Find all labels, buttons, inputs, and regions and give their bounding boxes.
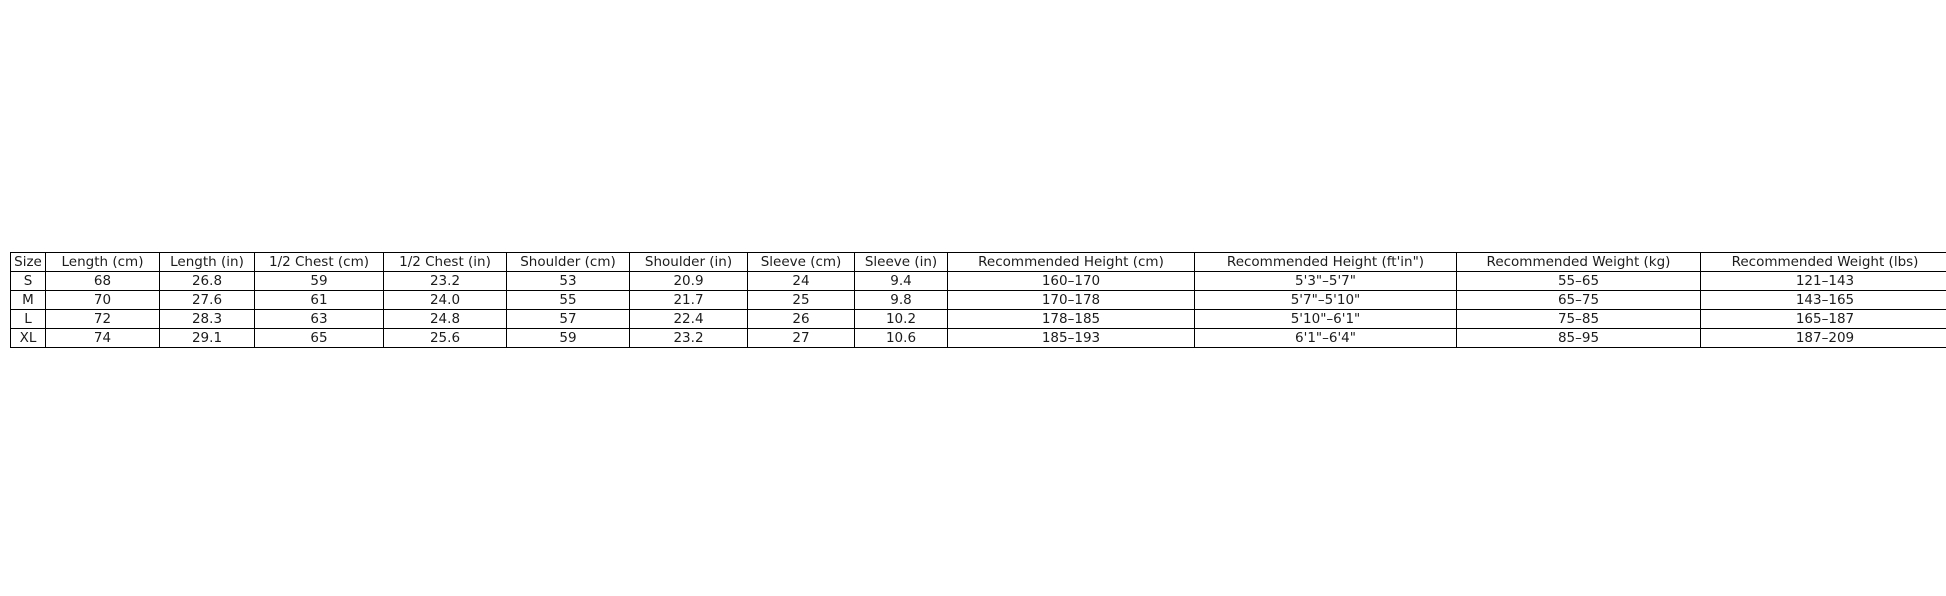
table-cell: 165–187 xyxy=(1700,309,1946,329)
table-cell: 57 xyxy=(506,309,630,329)
table-cell: 121–143 xyxy=(1700,271,1946,291)
column-header: 1/2 Chest (cm) xyxy=(254,252,384,272)
table-cell: 23.2 xyxy=(383,271,507,291)
column-header: Recommended Height (ft'in") xyxy=(1194,252,1457,272)
table-cell: 21.7 xyxy=(629,290,748,310)
table-cell: 53 xyxy=(506,271,630,291)
table-row: S 68 26.8 59 23.2 53 20.9 24 9.4 160–170 5'3"–5'7"… xyxy=(10,271,1946,291)
table-cell: 24.8 xyxy=(383,309,507,329)
column-header: Recommended Weight (kg) xyxy=(1456,252,1701,272)
table-cell: 10.2 xyxy=(854,309,948,329)
table-cell: XL xyxy=(10,328,46,348)
table-row: L 72 28.3 63 24.8 57 22.4 26 10.2 178–185 5'10"–6'… xyxy=(10,309,1946,329)
table-cell: 6'1"–6'4" xyxy=(1194,328,1457,348)
table-cell: 25.6 xyxy=(383,328,507,348)
table-cell: 25 xyxy=(747,290,855,310)
column-header: Length (cm) xyxy=(45,252,160,272)
table-cell: 20.9 xyxy=(629,271,748,291)
table-cell: 26.8 xyxy=(159,271,255,291)
table-cell: 28.3 xyxy=(159,309,255,329)
table-body: S 68 26.8 59 23.2 53 20.9 24 9.4 160–170 5'3"–5'7"… xyxy=(10,271,1946,348)
table-cell: 63 xyxy=(254,309,384,329)
table-cell: 74 xyxy=(45,328,160,348)
table-cell: 187–209 xyxy=(1700,328,1946,348)
table-cell: 27.6 xyxy=(159,290,255,310)
table-cell: 22.4 xyxy=(629,309,748,329)
size-chart-table: Size Length (cm) Length (in) 1/2 Chest (cm)… xyxy=(10,252,1946,348)
column-header: Size xyxy=(10,252,46,272)
table-head: Size Length (cm) Length (in) 1/2 Chest (cm)… xyxy=(10,252,1946,272)
table-cell: 85–95 xyxy=(1456,328,1701,348)
table-cell: L xyxy=(10,309,46,329)
column-header: Sleeve (cm) xyxy=(747,252,855,272)
table-cell: 9.8 xyxy=(854,290,948,310)
table-cell: 59 xyxy=(506,328,630,348)
table-cell: 72 xyxy=(45,309,160,329)
table-cell: 160–170 xyxy=(947,271,1195,291)
table-cell: M xyxy=(10,290,46,310)
table-cell: 185–193 xyxy=(947,328,1195,348)
table-cell: 5'7"–5'10" xyxy=(1194,290,1457,310)
table-cell: 143–165 xyxy=(1700,290,1946,310)
table-cell: 178–185 xyxy=(947,309,1195,329)
table-cell: S xyxy=(10,271,46,291)
column-header: 1/2 Chest (in) xyxy=(383,252,507,272)
column-header: Shoulder (in) xyxy=(629,252,748,272)
table-cell: 26 xyxy=(747,309,855,329)
table-cell: 27 xyxy=(747,328,855,348)
table-cell: 9.4 xyxy=(854,271,948,291)
table-cell: 55–65 xyxy=(1456,271,1701,291)
table-row: M 70 27.6 61 24.0 55 21.7 25 9.8 170–178 5'7"–5'10… xyxy=(10,290,1946,310)
column-header: Sleeve (in) xyxy=(854,252,948,272)
table-cell: 55 xyxy=(506,290,630,310)
table-cell: 170–178 xyxy=(947,290,1195,310)
table-cell: 61 xyxy=(254,290,384,310)
table-cell: 10.6 xyxy=(854,328,948,348)
table-cell: 24 xyxy=(747,271,855,291)
table-cell: 70 xyxy=(45,290,160,310)
table-cell: 5'10"–6'1" xyxy=(1194,309,1457,329)
column-header: Shoulder (cm) xyxy=(506,252,630,272)
column-header: Recommended Height (cm) xyxy=(947,252,1195,272)
column-header: Length (in) xyxy=(159,252,255,272)
table-cell: 75–85 xyxy=(1456,309,1701,329)
table-cell: 65–75 xyxy=(1456,290,1701,310)
table-cell: 65 xyxy=(254,328,384,348)
table-cell: 24.0 xyxy=(383,290,507,310)
table-cell: 59 xyxy=(254,271,384,291)
table-cell: 29.1 xyxy=(159,328,255,348)
table-cell: 68 xyxy=(45,271,160,291)
header-row: Size Length (cm) Length (in) 1/2 Chest (cm)… xyxy=(10,252,1946,272)
column-header: Recommended Weight (lbs) xyxy=(1700,252,1946,272)
table-row: XL 74 29.1 65 25.6 59 23.2 27 10.6 185–193 6'1"–6'… xyxy=(10,328,1946,348)
table-cell: 23.2 xyxy=(629,328,748,348)
table-cell: 5'3"–5'7" xyxy=(1194,271,1457,291)
